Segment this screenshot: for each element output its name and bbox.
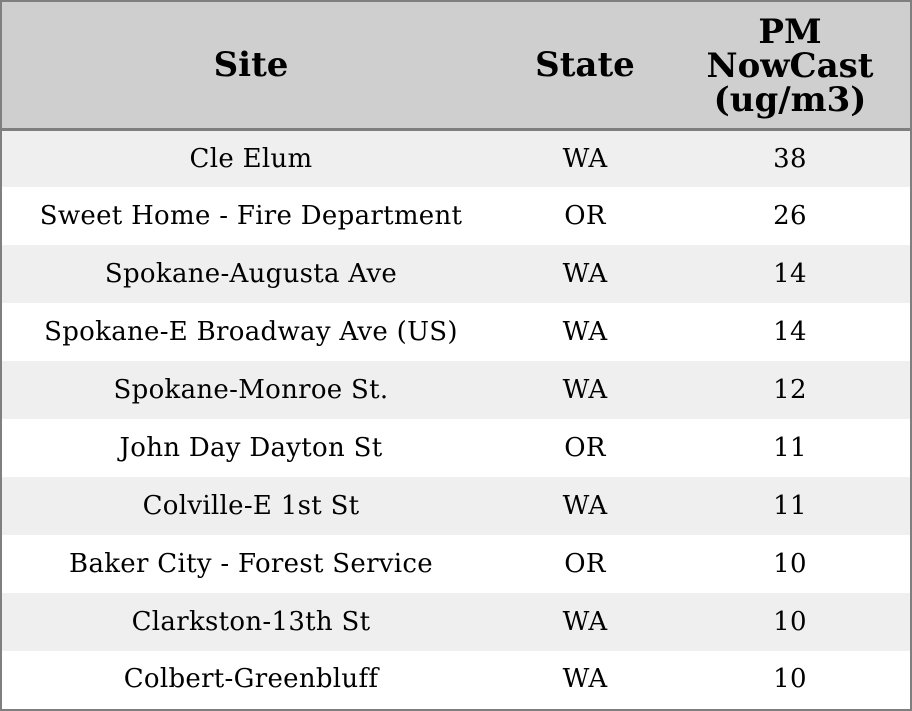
site-cell: John Day Dayton St [119, 433, 383, 463]
table-row: Sweet Home - Fire Department OR 26 [2, 187, 910, 245]
pm-nowcast-cell: 26 [773, 201, 807, 231]
pm-nowcast-cell: 12 [773, 375, 807, 405]
state-cell: OR [564, 433, 606, 463]
table-row: Colbert-Greenbluff WA 10 [2, 651, 910, 707]
pm-nowcast-cell: 38 [773, 143, 807, 174]
pm-nowcast-cell: 10 [773, 607, 807, 637]
header-row: Site State PM NowCast (ug/m3) [2, 2, 910, 129]
table-row: Spokane-Monroe St. WA 12 [2, 361, 910, 419]
site-cell: Clarkston-13th St [131, 607, 371, 637]
state-cell: WA [562, 375, 608, 405]
site-cell: Spokane-E Broadway Ave (US) [44, 317, 458, 347]
pm-nowcast-cell: 11 [773, 433, 807, 463]
table-row: Baker City - Forest Service OR 10 [2, 535, 910, 593]
column-header-state: State [535, 44, 635, 85]
table-row: John Day Dayton St OR 11 [2, 419, 910, 477]
pm-header-line: (ug/m3) [713, 79, 867, 120]
site-cell: Colville-E 1st St [142, 491, 360, 521]
state-cell: WA [562, 664, 608, 694]
site-cell: Colbert-Greenbluff [123, 664, 379, 694]
column-header-site: Site [213, 44, 289, 85]
table-row: Clarkston-13th St WA 10 [2, 593, 910, 651]
state-cell: WA [562, 143, 608, 174]
state-cell: WA [562, 259, 608, 289]
pm-nowcast-cell: 10 [773, 664, 807, 694]
pm-nowcast-cell: 11 [773, 491, 807, 521]
state-cell: WA [562, 607, 608, 637]
table-body: Cle Elum WA 38 Sweet Home - Fire Department… [2, 129, 910, 707]
state-cell: WA [562, 317, 608, 347]
table-row: Cle Elum WA 38 [2, 129, 910, 187]
pm-nowcast-cell: 14 [773, 317, 807, 347]
site-cell: Spokane-Monroe St. [113, 375, 389, 405]
table-row: Spokane-E Broadway Ave (US) WA 14 [2, 303, 910, 361]
table-row: Spokane-Augusta Ave WA 14 [2, 245, 910, 303]
pm-nowcast-cell: 14 [773, 259, 807, 289]
column-header-pm-nowcast: PM NowCast (ug/m3) [670, 2, 910, 129]
pm-header-line: PM [758, 11, 822, 52]
site-cell: Spokane-Augusta Ave [104, 259, 398, 289]
table-row: Colville-E 1st St WA 11 [2, 477, 910, 535]
pm-nowcast-cell: 10 [773, 549, 807, 579]
state-cell: OR [564, 201, 606, 231]
pm-header-line: NowCast [706, 45, 874, 86]
state-cell: WA [562, 491, 608, 521]
state-cell: OR [564, 549, 606, 579]
site-cell: Cle Elum [189, 143, 313, 174]
table-header: Site State PM NowCast (ug/m3) [2, 2, 910, 129]
site-cell: Baker City - Forest Service [69, 549, 433, 579]
site-cell: Sweet Home - Fire Department [39, 201, 463, 231]
